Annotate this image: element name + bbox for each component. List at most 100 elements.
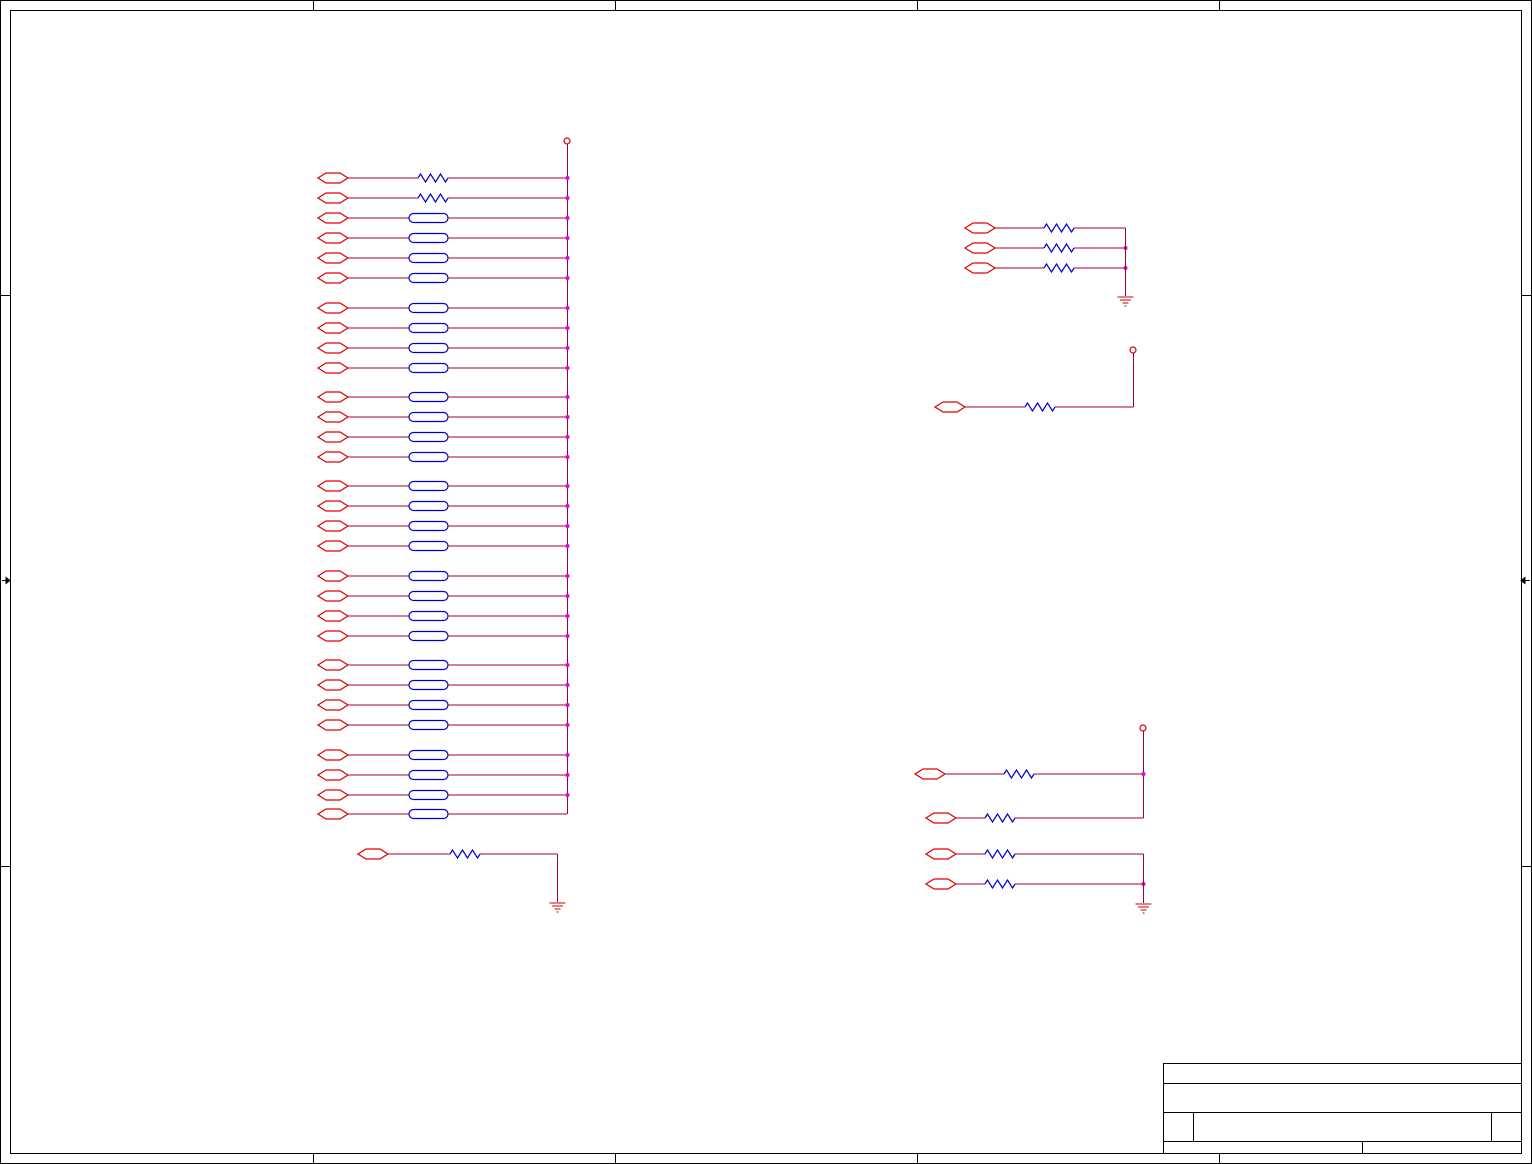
junction xyxy=(565,723,570,727)
power-symbol xyxy=(563,137,571,145)
junction xyxy=(565,524,570,528)
ferrite-bead xyxy=(408,659,449,671)
port xyxy=(316,272,350,284)
port xyxy=(933,401,967,413)
junction xyxy=(565,256,570,260)
junction xyxy=(565,574,570,578)
ferrite-bead xyxy=(408,431,449,443)
junction xyxy=(565,753,570,757)
ferrite-bead xyxy=(408,520,449,532)
port xyxy=(316,540,350,552)
power-symbol xyxy=(1139,724,1147,732)
port xyxy=(316,252,350,264)
port xyxy=(316,610,350,622)
resistor xyxy=(984,878,1016,890)
ferrite-bead xyxy=(408,630,449,642)
port xyxy=(316,451,350,463)
port xyxy=(963,242,997,254)
resistor xyxy=(984,812,1016,824)
ferrite-bead xyxy=(408,212,449,224)
resistor xyxy=(1024,401,1056,413)
resistor xyxy=(1003,768,1035,780)
ferrite-bead xyxy=(408,769,449,781)
ferrite-bead xyxy=(408,480,449,492)
port xyxy=(924,812,958,824)
junction xyxy=(565,326,570,330)
port xyxy=(924,848,958,860)
junction xyxy=(565,236,570,240)
ferrite-bead xyxy=(408,570,449,582)
inner-border xyxy=(10,10,1522,1154)
junction xyxy=(565,306,570,310)
ferrite-bead xyxy=(408,322,449,334)
junction xyxy=(565,614,570,618)
port xyxy=(316,431,350,443)
junction xyxy=(565,703,570,707)
junction xyxy=(565,176,570,180)
port xyxy=(316,679,350,691)
junction xyxy=(565,435,570,439)
power-symbol xyxy=(1129,346,1137,354)
junction xyxy=(565,663,570,667)
ferrite-bead xyxy=(408,540,449,552)
resistor xyxy=(984,848,1016,860)
port xyxy=(316,808,350,820)
resistor xyxy=(417,192,449,204)
junction xyxy=(565,395,570,399)
port xyxy=(316,520,350,532)
resistor xyxy=(1043,242,1075,254)
junction xyxy=(565,793,570,797)
resistor xyxy=(449,848,481,860)
ferrite-bead xyxy=(408,808,449,820)
port xyxy=(316,749,350,761)
zone-arrow xyxy=(2,576,11,585)
ferrite-bead xyxy=(408,749,449,761)
resistor xyxy=(1043,222,1075,234)
resistor xyxy=(1043,262,1075,274)
port xyxy=(963,262,997,274)
ferrite-bead xyxy=(408,342,449,354)
port xyxy=(316,630,350,642)
junction xyxy=(565,504,570,508)
port xyxy=(924,878,958,890)
junction xyxy=(1141,772,1146,776)
ferrite-bead xyxy=(408,232,449,244)
port xyxy=(316,789,350,801)
port xyxy=(316,719,350,731)
port xyxy=(316,172,350,184)
port xyxy=(316,302,350,314)
ferrite-bead xyxy=(408,411,449,423)
port xyxy=(316,769,350,781)
title-block xyxy=(1163,1063,1522,1154)
port xyxy=(316,192,350,204)
ferrite-bead xyxy=(408,699,449,711)
port xyxy=(316,480,350,492)
junction xyxy=(565,276,570,280)
ferrite-bead xyxy=(408,252,449,264)
junction xyxy=(565,415,570,419)
junction xyxy=(565,216,570,220)
port xyxy=(356,848,390,860)
ferrite-bead xyxy=(408,789,449,801)
junction xyxy=(565,634,570,638)
port xyxy=(316,659,350,671)
junction xyxy=(565,683,570,687)
ferrite-bead xyxy=(408,362,449,374)
port xyxy=(316,590,350,602)
junction xyxy=(565,484,570,488)
junction xyxy=(565,455,570,459)
junction xyxy=(565,594,570,598)
ferrite-bead xyxy=(408,302,449,314)
port xyxy=(316,322,350,334)
ferrite-bead xyxy=(408,590,449,602)
ferrite-bead xyxy=(408,500,449,512)
ferrite-bead xyxy=(408,719,449,731)
port xyxy=(913,768,947,780)
junction xyxy=(565,346,570,350)
port xyxy=(316,342,350,354)
port xyxy=(316,362,350,374)
port xyxy=(963,222,997,234)
junction xyxy=(565,196,570,200)
